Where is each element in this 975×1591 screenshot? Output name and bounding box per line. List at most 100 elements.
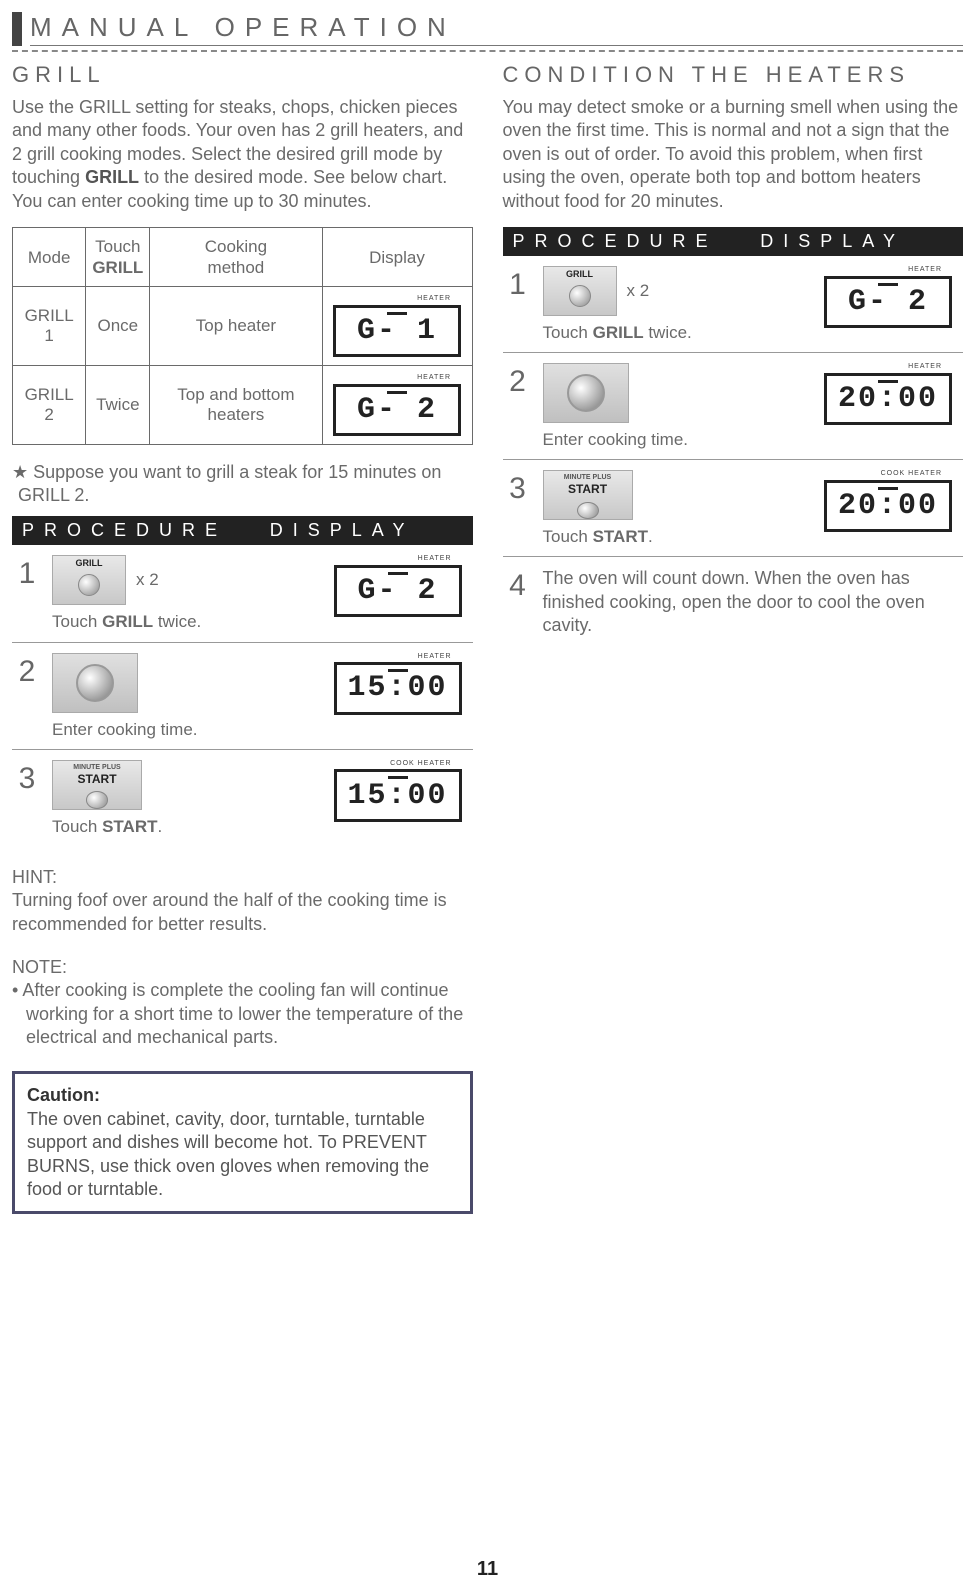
procedure-header: PROCEDURE DISPLAY	[503, 227, 964, 256]
timer-knob-icon	[52, 653, 138, 713]
step-body: GRILL x 2 Touch GRILL twice.	[52, 555, 313, 633]
button-dot-icon	[78, 574, 100, 596]
step-icon-row	[52, 653, 313, 713]
caution-label: Caution:	[27, 1085, 100, 1105]
icon-sublabel: MINUTE PLUS	[73, 763, 120, 772]
cell-display: HEATER G- 2	[322, 366, 472, 445]
title-accent-bar	[12, 12, 22, 46]
title-underline	[12, 50, 963, 52]
step-number: 2	[503, 363, 533, 397]
step-icon-row: MINUTE PLUS START	[543, 470, 804, 520]
step-number: 3	[503, 470, 533, 504]
lcd-readout: 15:00	[334, 769, 462, 821]
lcd-readout: G- 2	[334, 565, 462, 617]
procedure-step: 2 Enter cooking time. HEATER 20:00	[503, 353, 964, 460]
step-caption: Enter cooking time.	[543, 429, 804, 451]
page-title-row: MANUAL OPERATION	[12, 12, 963, 46]
knob-dot-icon	[567, 374, 605, 412]
note-block: NOTE: After cooking is complete the cool…	[12, 956, 473, 1050]
cell-method: Top heater	[150, 287, 322, 366]
start-button-icon: MINUTE PLUS START	[543, 470, 633, 520]
left-column: GRILL Use the GRILL setting for steaks, …	[12, 62, 473, 1214]
cell-touch: Twice	[86, 366, 150, 445]
button-dot-icon	[569, 285, 591, 307]
left-steps: 1 GRILL x 2 Touch GRILL twice. HEATER G-…	[12, 545, 473, 845]
step-body: GRILL x 2 Touch GRILL twice.	[543, 266, 804, 344]
step-number: 2	[12, 653, 42, 687]
step-body: Enter cooking time.	[543, 363, 804, 451]
step-icon-row	[543, 363, 804, 423]
icon-label: GRILL	[76, 558, 103, 570]
lcd-indicator: HEATER	[332, 653, 464, 661]
col-mode: Mode	[13, 227, 86, 287]
icon-label: GRILL	[566, 269, 593, 281]
step-display: HEATER 15:00	[323, 653, 473, 715]
step-icon-row: MINUTE PLUS START	[52, 760, 313, 810]
grill-heading: GRILL	[12, 62, 473, 88]
grill-intro: Use the GRILL setting for steaks, chops,…	[12, 96, 473, 213]
lcd-display: HEATER 15:00	[332, 653, 464, 715]
step-caption: Enter cooking time.	[52, 719, 313, 741]
step-display: HEATER G- 2	[323, 555, 473, 617]
condition-intro: You may detect smoke or a burning smell …	[503, 96, 964, 213]
table-row: GRILL 2 Twice Top and bottom heaters HEA…	[13, 366, 473, 445]
cell-display: HEATER G- 1	[322, 287, 472, 366]
lcd-indicator: HEATER	[331, 295, 463, 303]
lcd-readout: G- 2	[333, 384, 461, 436]
table-row: GRILL 1 Once Top heater HEATER G- 1	[13, 287, 473, 366]
grill-modes-table: Mode TouchGRILL Cookingmethod Display GR…	[12, 227, 473, 446]
step-caption: Touch GRILL twice.	[52, 611, 313, 633]
procedure-header: PROCEDURE DISPLAY	[12, 516, 473, 545]
lcd-display: HEATER G- 2	[331, 374, 463, 436]
lcd-display: COOK HEATER 20:00	[822, 470, 954, 532]
step-text: The oven will count down. When the oven …	[543, 567, 964, 637]
lcd-indicator: HEATER	[331, 374, 463, 382]
col-touch: TouchGRILL	[86, 227, 150, 287]
step-display: COOK HEATER 20:00	[813, 470, 963, 532]
condition-heading: CONDITION THE HEATERS	[503, 62, 964, 88]
lcd-indicator: HEATER	[332, 555, 464, 563]
step-body: MINUTE PLUS START Touch START.	[52, 760, 313, 838]
hint-label: HINT:	[12, 867, 57, 887]
grill-button-icon: GRILL	[543, 266, 617, 316]
lcd-readout: 20:00	[824, 373, 952, 425]
step-number: 1	[12, 555, 42, 589]
lcd-readout: 20:00	[824, 480, 952, 532]
hint-block: HINT: Turning foof over around the half …	[12, 866, 473, 936]
step-display: HEATER 20:00	[813, 363, 963, 425]
lcd-readout: 15:00	[334, 662, 462, 714]
lcd-indicator: COOK HEATER	[822, 470, 954, 478]
timer-knob-icon	[543, 363, 629, 423]
right-steps: 1 GRILL x 2 Touch GRILL twice. HEATER G-…	[503, 256, 964, 647]
col-display: Display	[322, 227, 472, 287]
lcd-display: COOK HEATER 15:00	[332, 760, 464, 822]
repeat-count: x 2	[136, 569, 159, 591]
page-title: MANUAL OPERATION	[30, 12, 963, 46]
text-bold: GRILL	[85, 167, 139, 187]
step-number: 4	[503, 567, 533, 601]
step-display: HEATER G- 2	[813, 266, 963, 328]
suppose-text: ★ Suppose you want to grill a steak for …	[12, 461, 473, 506]
cell-mode: GRILL 2	[13, 366, 86, 445]
lcd-readout: G- 1	[333, 305, 461, 357]
grill-button-icon: GRILL	[52, 555, 126, 605]
header-display: DISPLAY	[760, 231, 963, 252]
procedure-step: 1 GRILL x 2 Touch GRILL twice. HEATER G-…	[503, 256, 964, 353]
lcd-indicator: HEATER	[822, 363, 954, 371]
lcd-display: HEATER G- 1	[331, 295, 463, 357]
right-column: CONDITION THE HEATERS You may detect smo…	[503, 62, 964, 1214]
step-number: 3	[12, 760, 42, 794]
lcd-readout: G- 2	[824, 276, 952, 328]
page-number: 11	[477, 1558, 498, 1581]
label: Mode	[28, 248, 71, 267]
icon-sublabel: MINUTE PLUS	[564, 473, 611, 482]
step-display: COOK HEATER 15:00	[323, 760, 473, 822]
procedure-step: 1 GRILL x 2 Touch GRILL twice. HEATER G-…	[12, 545, 473, 642]
icon-label: START	[568, 482, 607, 498]
lcd-display: HEATER G- 2	[822, 266, 954, 328]
header-display: DISPLAY	[270, 520, 473, 541]
button-dot-icon	[577, 502, 599, 519]
caution-box: Caution: The oven cabinet, cavity, door,…	[12, 1071, 473, 1214]
cell-touch: Once	[86, 287, 150, 366]
step-body: MINUTE PLUS START Touch START.	[543, 470, 804, 548]
